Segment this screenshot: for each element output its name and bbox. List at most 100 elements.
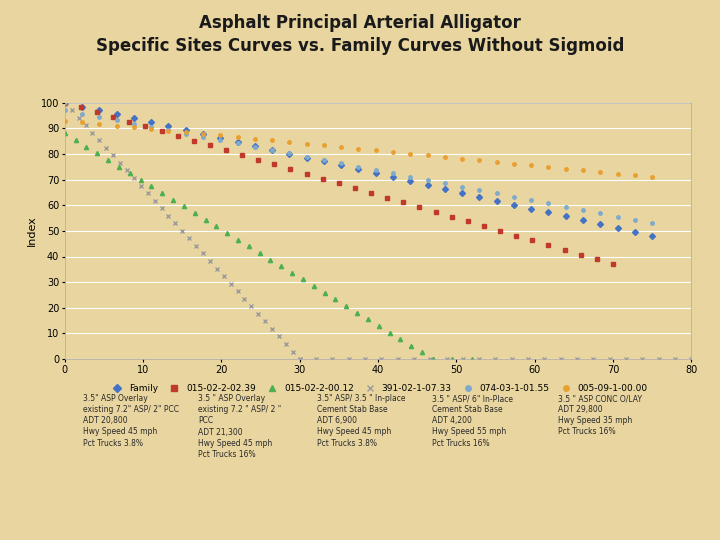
015-02-2-02.39 (447, 213, 456, 220)
015-02-2-02.39 (464, 218, 472, 225)
015-02-2-00.12 (190, 210, 199, 217)
Family (389, 174, 397, 180)
015-02-2-02.39 (431, 208, 440, 215)
391-02-1-07.33 (122, 167, 131, 174)
074-03-1-01.55 (112, 117, 121, 124)
Family (320, 158, 328, 165)
391-02-1-07.33 (289, 348, 297, 355)
015-02-2-02.39 (189, 137, 198, 144)
074-03-1-01.55 (372, 167, 380, 173)
074-03-1-01.55 (78, 110, 86, 117)
Line: 015-02-2-02.39: 015-02-2-02.39 (63, 100, 615, 266)
Family (337, 162, 346, 168)
015-02-2-00.12 (245, 243, 253, 249)
015-02-2-00.12 (136, 177, 145, 183)
015-02-2-02.39 (480, 223, 488, 230)
Family (181, 127, 190, 133)
015-02-2-02.39 (222, 147, 230, 153)
015-02-2-02.39 (238, 152, 246, 158)
005-09-1-00.00 (527, 162, 536, 168)
005-09-1-00.00 (406, 151, 415, 157)
391-02-1-07.33 (130, 175, 138, 181)
391-02-1-07.33 (137, 183, 145, 189)
Family (251, 143, 259, 149)
Line: 005-09-1-00.00: 005-09-1-00.00 (63, 119, 654, 179)
Family (475, 193, 484, 200)
005-09-1-00.00 (95, 120, 104, 127)
391-02-1-07.33 (220, 273, 228, 279)
015-02-2-00.12 (396, 336, 405, 342)
015-02-2-00.12 (114, 163, 123, 170)
074-03-1-01.55 (631, 217, 639, 223)
Family (112, 111, 121, 118)
Text: 3.5 " ASP CONC O/LAY
ADT 29,800
Hwy Speed 35 mph
Pct Trucks 16%: 3.5 " ASP CONC O/LAY ADT 29,800 Hwy Spee… (558, 394, 642, 436)
015-02-2-02.39 (608, 261, 617, 267)
015-02-2-00.12 (288, 269, 297, 276)
391-02-1-07.33 (282, 341, 290, 347)
391-02-1-07.33 (143, 190, 152, 197)
391-02-1-07.33 (88, 130, 96, 136)
391-02-1-07.33 (268, 326, 276, 332)
391-02-1-07.33 (157, 205, 166, 212)
Family (492, 198, 501, 204)
005-09-1-00.00 (233, 134, 242, 140)
074-03-1-01.55 (475, 187, 484, 193)
074-03-1-01.55 (130, 120, 138, 127)
Family (147, 119, 156, 125)
015-02-2-02.39 (512, 232, 521, 239)
005-09-1-00.00 (60, 117, 69, 124)
074-03-1-01.55 (354, 164, 363, 170)
391-02-1-07.33 (254, 310, 263, 317)
074-03-1-01.55 (181, 130, 190, 137)
015-02-2-02.39 (109, 113, 117, 120)
015-02-2-00.12 (331, 296, 340, 302)
005-09-1-00.00 (251, 136, 259, 142)
Family (648, 233, 657, 239)
Family (406, 178, 415, 184)
Family (527, 205, 536, 212)
015-02-2-00.12 (418, 349, 426, 356)
015-02-2-00.12 (179, 203, 188, 210)
005-09-1-00.00 (302, 140, 311, 147)
005-09-1-00.00 (354, 145, 363, 152)
005-09-1-00.00 (579, 167, 588, 173)
391-02-1-07.33 (60, 99, 69, 106)
391-02-1-07.33 (240, 295, 248, 302)
Text: 3.5" ASP/ 3.5 " In-place
Cement Stab Base
ADT 6,900
Hwy Speed 45 mph
Pct Trucks : 3.5" ASP/ 3.5 " In-place Cement Stab Bas… (317, 394, 405, 448)
015-02-2-02.39 (141, 123, 150, 130)
005-09-1-00.00 (320, 142, 328, 149)
005-09-1-00.00 (216, 132, 225, 139)
015-02-2-02.39 (560, 247, 569, 253)
074-03-1-01.55 (268, 147, 276, 153)
015-02-2-00.12 (342, 303, 351, 309)
015-02-2-00.12 (168, 197, 177, 203)
005-09-1-00.00 (147, 126, 156, 132)
005-09-1-00.00 (441, 154, 449, 160)
Text: Asphalt Principal Arterial Alligator
Specific Sites Curves vs. Family Curves Wit: Asphalt Principal Arterial Alligator Spe… (96, 14, 624, 55)
005-09-1-00.00 (130, 124, 138, 131)
015-02-2-02.39 (254, 157, 263, 163)
015-02-2-00.12 (222, 230, 231, 236)
074-03-1-01.55 (596, 210, 605, 217)
391-02-1-07.33 (226, 280, 235, 287)
391-02-1-07.33 (116, 160, 125, 166)
005-09-1-00.00 (268, 137, 276, 144)
074-03-1-01.55 (613, 213, 622, 220)
Family (95, 107, 104, 114)
015-02-2-02.39 (383, 194, 392, 201)
015-02-2-02.39 (286, 166, 294, 172)
074-03-1-01.55 (510, 193, 518, 200)
391-02-1-07.33 (212, 265, 221, 272)
Family (354, 166, 363, 172)
015-02-2-02.39 (60, 99, 69, 106)
015-02-2-02.39 (351, 185, 359, 191)
015-02-2-00.12 (374, 323, 383, 329)
Family (285, 150, 294, 157)
Line: 391-02-1-07.33: 391-02-1-07.33 (63, 100, 302, 362)
Family (199, 131, 207, 137)
Y-axis label: Index: Index (27, 215, 37, 246)
015-02-2-00.12 (201, 217, 210, 223)
015-02-2-00.12 (353, 309, 361, 316)
074-03-1-01.55 (458, 184, 467, 190)
391-02-1-07.33 (199, 250, 207, 256)
